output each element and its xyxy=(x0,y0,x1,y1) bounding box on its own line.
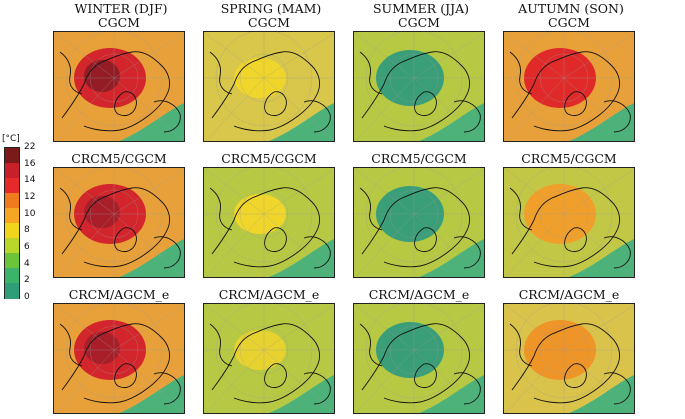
colorbar-segment xyxy=(5,163,19,179)
panel-title: CRCM/AGCM_e xyxy=(68,287,170,302)
season-winter: WINTER (DJF) xyxy=(74,1,168,16)
map-panel xyxy=(503,303,635,414)
colorbar-tick-label: 4 xyxy=(24,258,30,269)
season-autumn: AUTUMN (SON) xyxy=(518,1,624,16)
colorbar-tick-label: 8 xyxy=(24,225,30,236)
panel-title: CRCM/AGCM_e xyxy=(368,287,470,302)
panel-title: CRCM/AGCM_e xyxy=(518,287,620,302)
colorbar-segment xyxy=(5,283,19,299)
map-panel xyxy=(53,303,185,414)
map-panel xyxy=(503,167,635,278)
panel-title: CGCM xyxy=(398,15,440,30)
map-panel xyxy=(353,31,485,142)
panel-title: CRCM5/CGCM xyxy=(371,151,467,166)
colorbar-segment xyxy=(5,253,19,269)
colorbar-tick-label: 16 xyxy=(24,158,36,169)
map-panel xyxy=(353,167,485,278)
map-panel xyxy=(503,31,635,142)
colorbar-tick-label: 6 xyxy=(24,242,30,252)
colorbar-tick-label: 10 xyxy=(24,208,36,219)
map-panel xyxy=(53,31,185,142)
colorbar-tick-label: 2 xyxy=(24,275,30,286)
colorbar-segment xyxy=(5,238,19,254)
colorbar-tick-label: 22 xyxy=(24,142,36,152)
season-summer: SUMMER (JJA) xyxy=(372,1,469,16)
colorbar-segment xyxy=(5,178,19,194)
colorbar-segment xyxy=(5,268,19,284)
map-panel xyxy=(53,167,185,278)
panel-title: CRCM5/CGCM xyxy=(521,151,617,166)
colorbar-tick-label: 12 xyxy=(24,192,36,202)
colorbar-segment xyxy=(5,208,19,224)
panel-title: CGCM xyxy=(98,15,140,30)
season-spring: SPRING (MAM) xyxy=(220,1,322,16)
map-panel xyxy=(203,31,335,142)
colorbar-segment xyxy=(5,193,19,209)
colorbar-unit: [°C] xyxy=(2,134,20,144)
panel-title: CRCM5/CGCM xyxy=(221,151,317,166)
map-panel xyxy=(353,303,485,414)
panel-title: CGCM xyxy=(548,15,590,30)
panel-title: CRCM5/CGCM xyxy=(71,151,167,166)
colorbar-tick-label: 0 xyxy=(24,292,30,302)
colorbar-tick-label: 14 xyxy=(24,175,36,186)
colorbar xyxy=(4,147,20,299)
panel-title: CRCM/AGCM_e xyxy=(218,287,320,302)
map-panel xyxy=(203,167,335,278)
panel-title: CGCM xyxy=(248,15,290,30)
colorbar-segment xyxy=(5,223,19,239)
map-panel xyxy=(203,303,335,414)
colorbar-segment xyxy=(5,148,19,164)
